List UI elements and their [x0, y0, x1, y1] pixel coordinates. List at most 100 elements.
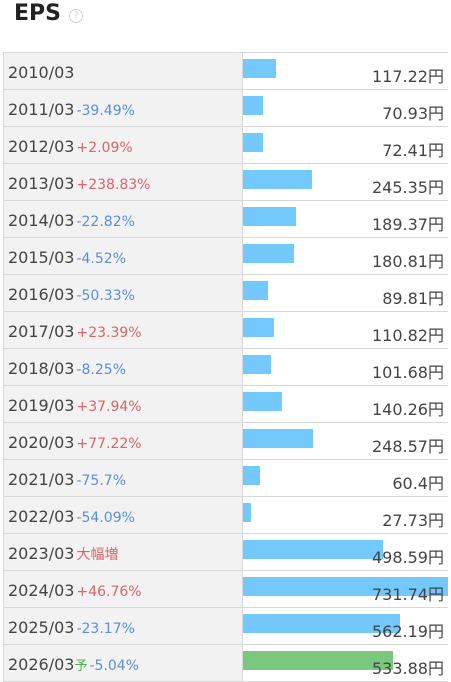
- eps-value: 189.37円: [372, 215, 444, 234]
- table-row: 2022/03 -54.09% 27.73円: [3, 497, 448, 534]
- eps-bar: [243, 170, 312, 189]
- yoy-change: -4.52%: [76, 251, 126, 267]
- year-cell: 2010/03: [3, 53, 243, 89]
- section-title: EPS: [14, 1, 61, 26]
- eps-value: 101.68円: [372, 363, 444, 382]
- eps-table: 2010/03 117.22円 2011/03 -39.49% 70.93円 2012/0…: [3, 52, 448, 682]
- year-cell: 2018/03 -8.25%: [3, 349, 243, 385]
- eps-value: 245.35円: [372, 178, 444, 197]
- year-label: 2026/03予 -5.04%: [8, 655, 139, 674]
- eps-bar: [243, 59, 276, 78]
- fiscal-year: 2023/03: [8, 544, 75, 563]
- year-cell: 2016/03 -50.33%: [3, 275, 243, 311]
- eps-bar: [243, 614, 400, 633]
- eps-bar: [243, 281, 268, 300]
- eps-bar: [243, 429, 313, 448]
- eps-bar: [243, 318, 274, 337]
- year-label: 2015/03 -4.52%: [8, 248, 126, 267]
- year-cell: 2024/03 +46.76%: [3, 571, 243, 607]
- table-row: 2019/03 +37.94% 140.26円: [3, 386, 448, 423]
- eps-bar: [243, 577, 448, 596]
- year-label: 2018/03 -8.25%: [8, 359, 126, 378]
- fiscal-year: 2024/03: [8, 581, 75, 600]
- yoy-change: -54.09%: [76, 510, 135, 526]
- fiscal-year: 2016/03: [8, 285, 75, 304]
- help-icon[interactable]: ?: [69, 9, 83, 23]
- year-cell: 2013/03 +238.83%: [3, 164, 243, 200]
- eps-value: 140.26円: [372, 400, 444, 419]
- yoy-change: -22.82%: [76, 214, 135, 230]
- yoy-change: -23.17%: [76, 621, 135, 637]
- fiscal-year: 2012/03: [8, 137, 75, 156]
- table-row: 2023/03 大幅増 498.59円: [3, 534, 448, 571]
- eps-value: 498.59円: [372, 548, 444, 567]
- eps-bar: [243, 244, 294, 263]
- eps-bar: [243, 540, 383, 559]
- year-label: 2014/03 -22.82%: [8, 211, 135, 230]
- table-row: 2010/03 117.22円: [3, 53, 448, 90]
- yoy-change: +37.94%: [76, 399, 142, 415]
- eps-bar: [243, 133, 263, 152]
- year-cell: 2019/03 +37.94%: [3, 386, 243, 422]
- fiscal-year: 2019/03: [8, 396, 75, 415]
- fiscal-year: 2015/03: [8, 248, 75, 267]
- eps-value: 117.22円: [372, 67, 444, 86]
- fiscal-year: 2017/03: [8, 322, 75, 341]
- year-label: 2023/03 大幅増: [8, 544, 118, 564]
- eps-value: 70.93円: [382, 104, 444, 123]
- year-label: 2012/03 +2.09%: [8, 137, 133, 156]
- fiscal-year: 2026/03: [8, 655, 75, 674]
- yoy-change: +46.76%: [76, 584, 142, 600]
- table-row: 2017/03 +23.39% 110.82円: [3, 312, 448, 349]
- year-label: 2010/03: [8, 63, 74, 82]
- eps-value: 110.82円: [372, 326, 444, 345]
- table-row: 2012/03 +2.09% 72.41円: [3, 127, 448, 164]
- year-cell: 2022/03 -54.09%: [3, 497, 243, 533]
- year-cell: 2023/03 大幅増: [3, 534, 243, 570]
- table-row: 2024/03 +46.76% 731.74円: [3, 571, 448, 608]
- eps-value: 533.88円: [372, 659, 444, 678]
- table-row: 2016/03 -50.33% 89.81円: [3, 275, 448, 312]
- table-row: 2018/03 -8.25% 101.68円: [3, 349, 448, 386]
- fiscal-year: 2010/03: [8, 63, 75, 82]
- table-row: 2011/03 -39.49% 70.93円: [3, 90, 448, 127]
- year-cell: 2015/03 -4.52%: [3, 238, 243, 274]
- year-label: 2025/03 -23.17%: [8, 618, 135, 637]
- fiscal-year: 2025/03: [8, 618, 75, 637]
- year-cell: 2014/03 -22.82%: [3, 201, 243, 237]
- yoy-change: +238.83%: [76, 177, 151, 193]
- year-cell: 2021/03 -75.7%: [3, 460, 243, 496]
- year-cell: 2011/03 -39.49%: [3, 90, 243, 126]
- year-cell: 2020/03 +77.22%: [3, 423, 243, 459]
- year-label: 2019/03 +37.94%: [8, 396, 142, 415]
- year-cell: 2012/03 +2.09%: [3, 127, 243, 163]
- eps-bar: [243, 207, 296, 226]
- fiscal-year: 2022/03: [8, 507, 75, 526]
- eps-value: 731.74円: [372, 585, 444, 604]
- year-label: 2022/03 -54.09%: [8, 507, 135, 526]
- year-label: 2016/03 -50.33%: [8, 285, 135, 304]
- table-row: 2021/03 -75.7% 60.4円: [3, 460, 448, 497]
- eps-value: 27.73円: [382, 511, 444, 530]
- eps-bar: [243, 96, 263, 115]
- eps-bar: [243, 466, 260, 485]
- table-row: 2026/03予 -5.04% 533.88円: [3, 645, 448, 682]
- fiscal-year: 2013/03: [8, 174, 75, 193]
- eps-value: 60.4円: [392, 474, 444, 493]
- year-label: 2011/03 -39.49%: [8, 100, 135, 119]
- yoy-change: +77.22%: [76, 436, 142, 452]
- year-label: 2021/03 -75.7%: [8, 470, 126, 489]
- table-row: 2013/03 +238.83% 245.35円: [3, 164, 448, 201]
- table-row: 2020/03 +77.22% 248.57円: [3, 423, 448, 460]
- eps-bar-forecast: [243, 651, 393, 670]
- yoy-change: -75.7%: [76, 473, 126, 489]
- fiscal-year: 2018/03: [8, 359, 75, 378]
- header: EPS ?: [0, 0, 451, 52]
- yoy-change: 大幅増: [76, 547, 119, 563]
- yoy-change: -8.25%: [76, 362, 126, 378]
- eps-value: 248.57円: [372, 437, 444, 456]
- eps-bar: [243, 392, 282, 411]
- year-label: 2024/03 +46.76%: [8, 581, 142, 600]
- year-label: 2013/03 +238.83%: [8, 174, 151, 193]
- year-label: 2020/03 +77.22%: [8, 433, 142, 452]
